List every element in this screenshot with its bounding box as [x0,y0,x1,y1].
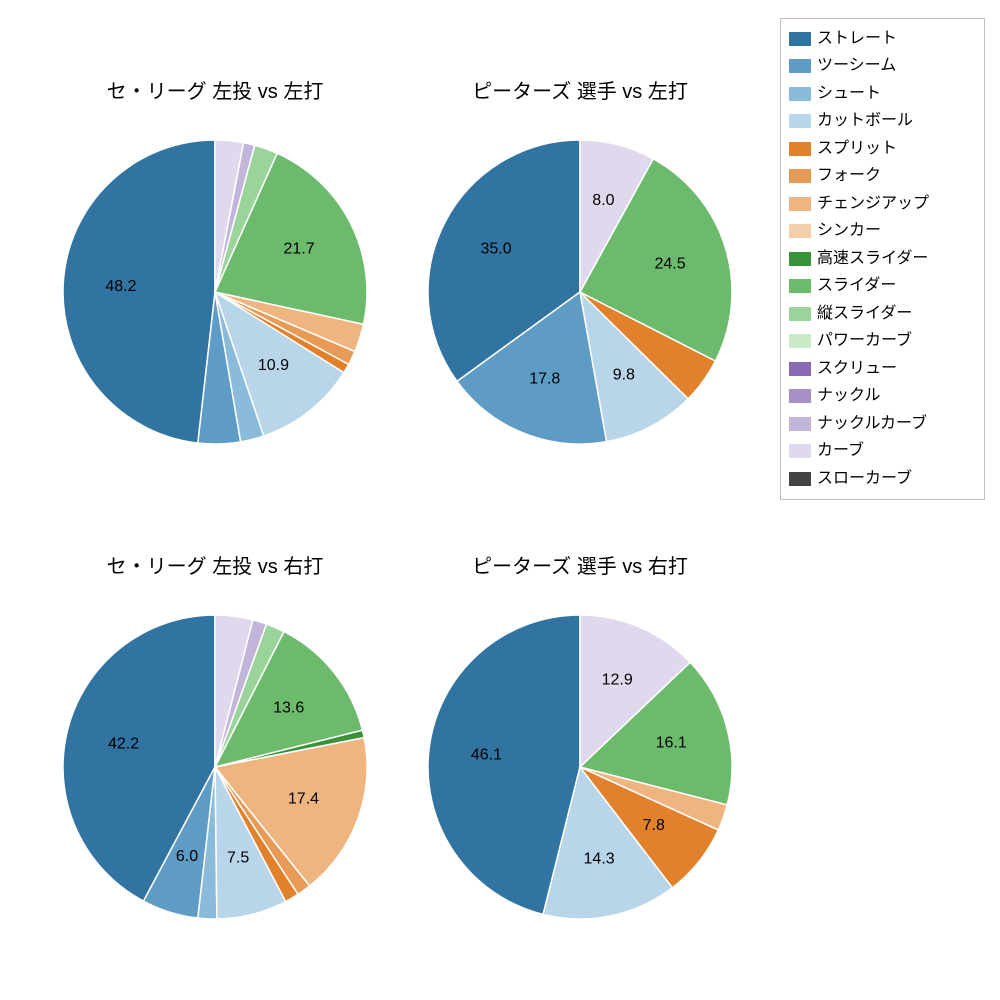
legend-swatch [789,87,811,101]
legend-item: ツーシーム [789,53,976,81]
legend-label: カーブ [817,443,864,459]
legend-swatch [789,279,811,293]
legend-swatch [789,417,811,431]
legend-swatch [789,472,811,486]
legend: ストレートツーシームシュートカットボールスプリットフォークチェンジアップシンカー… [780,18,985,500]
legend-label: フォーク [817,168,881,184]
legend-swatch [789,197,811,211]
legend-item: カットボール [789,108,976,136]
legend-swatch [789,362,811,376]
legend-item: スプリット [789,135,976,163]
legend-swatch [789,142,811,156]
legend-item: スローカーブ [789,465,976,493]
legend-label: ナックル [817,388,881,404]
legend-label: ナックルカーブ [817,416,927,432]
legend-label: パワーカーブ [817,333,912,349]
legend-swatch [789,307,811,321]
legend-swatch [789,32,811,46]
legend-label: シンカー [817,223,881,239]
pie-chart-bottom-right: ピーターズ 選手 vs 右打46.114.37.816.112.9 [410,530,750,930]
legend-label: ツーシーム [817,58,896,74]
legend-swatch [789,334,811,348]
legend-label: 縦スライダー [817,306,912,322]
legend-item: シンカー [789,218,976,246]
legend-item: 縦スライダー [789,300,976,328]
pie-slice-label: 16.1 [656,734,687,751]
legend-label: ストレート [817,31,897,47]
legend-label: スライダー [817,278,896,294]
legend-label: スクリュー [817,361,897,377]
legend-label: カットボール [817,113,913,129]
legend-swatch [789,252,811,266]
legend-item: ナックル [789,383,976,411]
legend-swatch [789,224,811,238]
pie-slice-label: 7.8 [643,817,665,834]
legend-item: カーブ [789,438,976,466]
pie-slice-label: 14.3 [584,851,615,868]
legend-label: チェンジアップ [817,196,929,212]
legend-item: フォーク [789,163,976,191]
figure-root: セ・リーグ 左投 vs 左打48.210.921.7ピーターズ 選手 vs 左打… [0,0,1000,1000]
legend-swatch [789,389,811,403]
legend-item: スクリュー [789,355,976,383]
legend-item: 高速スライダー [789,245,976,273]
legend-label: スプリット [817,141,897,157]
legend-label: スローカーブ [817,471,912,487]
legend-item: ナックルカーブ [789,410,976,438]
legend-label: シュート [817,86,881,102]
pie-slice-label: 12.9 [602,672,633,689]
legend-item: チェンジアップ [789,190,976,218]
legend-item: シュート [789,80,976,108]
pie-slice-label: 46.1 [471,747,502,764]
legend-swatch [789,114,811,128]
legend-swatch [789,444,811,458]
legend-item: スライダー [789,273,976,301]
legend-label: 高速スライダー [817,251,928,267]
legend-swatch [789,169,811,183]
legend-item: パワーカーブ [789,328,976,356]
legend-swatch [789,59,811,73]
legend-item: ストレート [789,25,976,53]
